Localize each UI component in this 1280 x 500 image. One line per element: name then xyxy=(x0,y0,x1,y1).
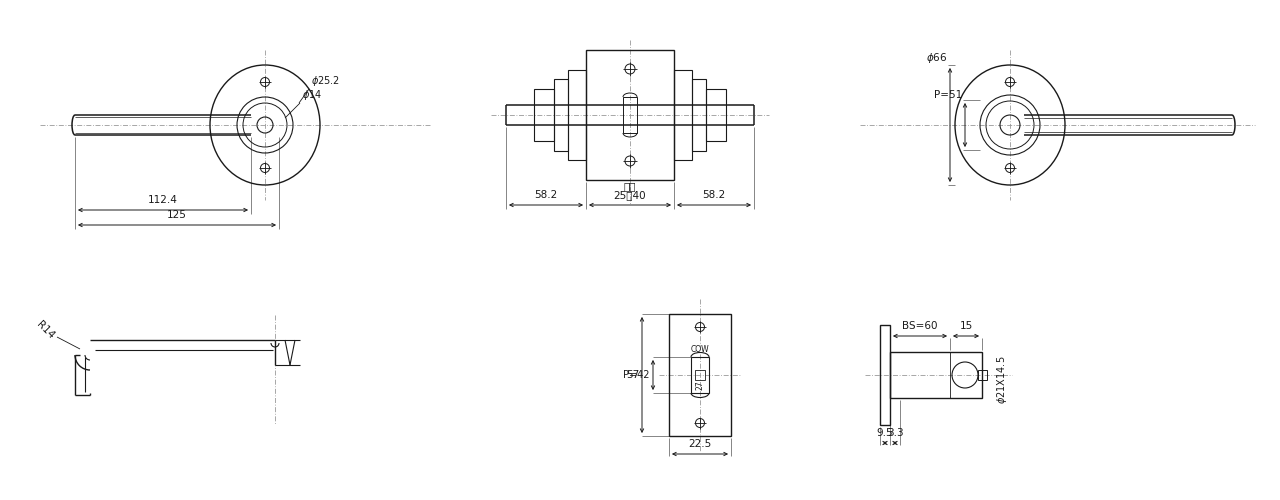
Text: $\phi$14: $\phi$14 xyxy=(302,88,323,102)
Bar xyxy=(554,79,568,151)
Bar xyxy=(692,79,707,151)
Text: 9.5: 9.5 xyxy=(877,428,893,438)
Bar xyxy=(978,370,987,380)
Text: 22.5: 22.5 xyxy=(689,439,712,449)
Text: BS=60: BS=60 xyxy=(902,321,938,331)
Bar xyxy=(623,97,637,133)
Bar xyxy=(890,352,982,398)
Text: 3.3: 3.3 xyxy=(887,428,904,438)
Text: 57: 57 xyxy=(626,370,639,380)
Bar xyxy=(881,325,890,425)
Text: COW: COW xyxy=(691,344,709,354)
Text: $\phi$66: $\phi$66 xyxy=(925,51,947,65)
Text: 15: 15 xyxy=(960,321,973,331)
Text: 58.2: 58.2 xyxy=(703,190,726,200)
Text: 112.4: 112.4 xyxy=(148,195,178,205)
Bar xyxy=(586,50,675,180)
Text: R14: R14 xyxy=(35,320,56,340)
Bar xyxy=(669,314,731,436)
Text: $\phi$25.2: $\phi$25.2 xyxy=(311,74,339,88)
Text: P=42: P=42 xyxy=(623,370,650,380)
Text: 125: 125 xyxy=(168,210,187,220)
Bar xyxy=(691,357,709,393)
Text: 扉厚: 扉厚 xyxy=(623,181,636,191)
Bar xyxy=(675,70,692,160)
Bar xyxy=(695,370,705,380)
Bar xyxy=(534,89,554,141)
Bar xyxy=(707,89,726,141)
Text: 25～40: 25～40 xyxy=(613,190,646,200)
Text: P=51: P=51 xyxy=(933,90,963,100)
Bar xyxy=(568,70,586,160)
Text: 58.2: 58.2 xyxy=(534,190,558,200)
Text: 27: 27 xyxy=(695,380,704,390)
Text: $\phi$21X14.5: $\phi$21X14.5 xyxy=(995,356,1009,404)
